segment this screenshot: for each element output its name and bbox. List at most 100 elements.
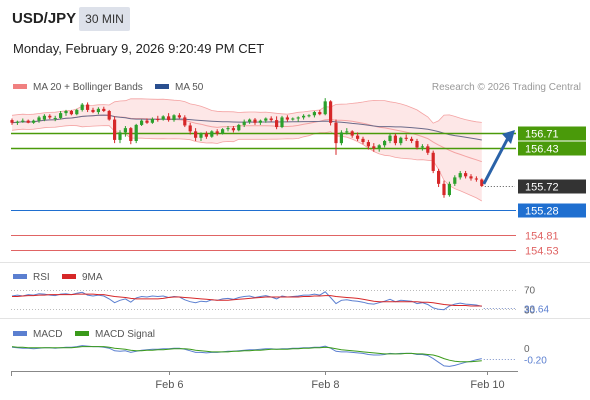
candle-body [167,116,171,121]
candle-body [388,135,392,141]
candle-body [269,118,273,121]
candle-body [42,115,46,120]
candle-body [393,135,397,144]
symbol-title: USD/JPY [12,10,77,27]
rsi-legend-label: RSI [33,272,50,283]
candle-body [258,120,262,123]
candle-body [350,131,354,136]
candle-body [415,140,419,148]
candle-body [383,140,387,146]
candle-body [64,110,68,114]
candle-body [339,132,343,144]
candle-body [15,121,19,123]
candle-body [453,177,457,184]
candle-body [474,178,478,180]
rsi-legend-swatch [13,274,27,279]
candle-body [140,120,144,125]
candle-body [464,173,468,177]
candle-body [323,101,327,115]
candle-body [118,132,122,140]
candle-body [59,113,63,118]
candle-body [21,120,25,122]
candle-body [318,112,322,115]
resistance-level-tag [518,141,586,156]
candle-body [215,131,219,134]
resistance-level-label: 156.71 [525,129,559,141]
bollinger-band [12,98,482,201]
candle-body [48,115,52,118]
candle-body [183,117,187,126]
candle-body [410,138,414,141]
candle-body [469,176,473,179]
resistance-level-tag [518,126,586,141]
candle-body [356,135,360,139]
candle-body [161,116,165,120]
candle-body [399,137,403,144]
candle-body [242,121,246,125]
candle-body [275,120,279,128]
candle-body [377,145,381,149]
candle-body [480,179,484,186]
candle-body [123,128,127,133]
candle-body [221,129,225,134]
macd-last-value: -0.20 [524,356,547,367]
ma50-legend-swatch [155,84,169,89]
pivot-level-tag [518,203,586,218]
candle-body [231,128,235,131]
candle-body [345,131,349,133]
x-axis-tick-label: Feb 10 [470,379,504,391]
candle-body [80,104,84,110]
candle-body [291,118,295,120]
candle-body [226,128,230,130]
candle-body [296,117,300,119]
x-axis-ticks: Feb 6 Feb 8 Feb 10 [11,371,505,391]
candle-body [253,119,257,123]
x-axis-tick-label: Feb 8 [311,379,339,391]
candle-body [431,152,435,171]
candle-body [75,109,79,115]
candle-body [134,124,138,141]
macd-zero-label: 0 [524,344,530,355]
candle-body [204,133,208,137]
macd-signal-line [11,346,482,363]
candle-body [86,104,90,110]
candle-body [312,112,316,116]
macd-legend-label: MACD [33,329,62,340]
bollinger-upper-line [11,98,482,124]
candle-body [248,119,252,122]
candle-body [91,109,95,113]
candle-body [150,119,154,123]
rsi-line [11,291,482,311]
rsi-last-value: 33.64 [524,305,549,316]
candle-body [447,183,451,196]
macd-line [11,345,482,367]
candle-body [113,119,117,140]
candle-body [210,131,214,137]
rsi-ma-line [12,293,482,307]
datetime-label: Monday, February 9, 2026 9:20:49 PM CET [13,41,265,56]
rsi-tick-label: 70 [524,286,536,297]
candle-body [372,146,376,149]
candle-body [102,108,106,111]
candle-body [188,125,192,132]
candle-body [237,124,241,131]
candle-body [32,120,36,123]
candle-body [53,117,57,120]
candle-body [145,120,149,123]
candle-body [366,142,370,147]
macd-signal-legend-label: MACD Signal [95,329,155,340]
ma50-line [11,114,482,141]
candle-body [280,117,284,128]
price-panel: 156.71 156.43 155.72 155.28 154.81 154.53 [10,98,586,258]
candle-body [437,170,441,184]
candle-body [404,137,408,139]
candle-body [10,120,14,123]
macd-signal-legend-swatch [75,331,89,336]
candle-body [96,108,100,113]
copyright-label: Research © 2026 Trading Central [432,82,581,93]
timeframe-badge[interactable]: 30 MIN [79,7,130,31]
candle-body [199,133,203,138]
